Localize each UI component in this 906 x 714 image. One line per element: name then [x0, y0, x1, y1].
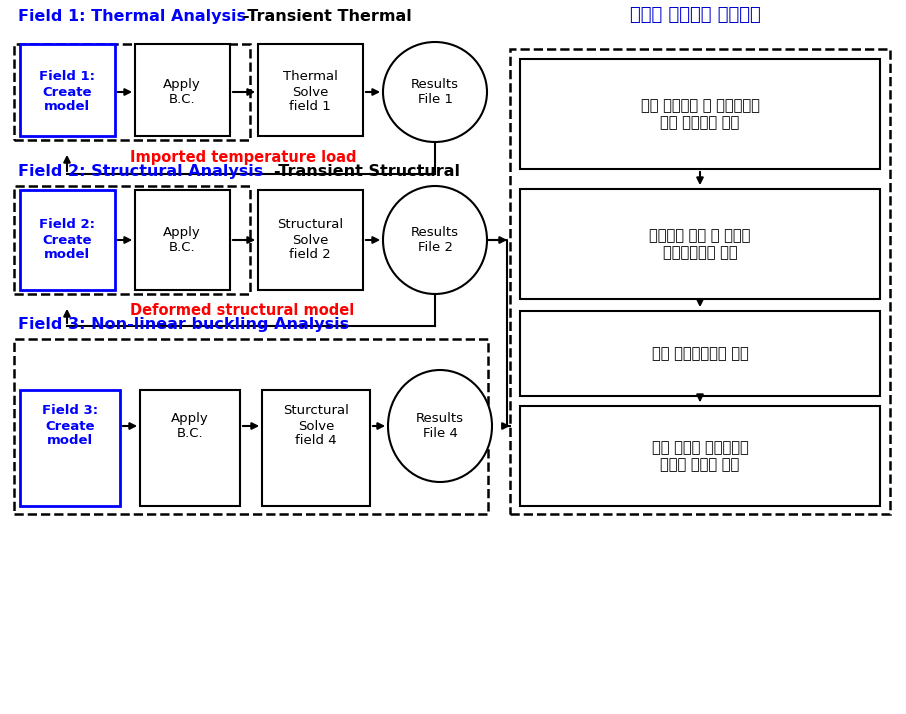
Bar [14, 186, 250, 294]
Bar [20, 190, 115, 290]
Bar [258, 190, 363, 290]
Bar [14, 44, 250, 140]
Text: Deformed structural model: Deformed structural model [130, 303, 354, 318]
Text: 비선형 좌굴해석 프로세스: 비선형 좌굴해석 프로세스 [630, 6, 760, 24]
Text: Results
File 1: Results File 1 [411, 78, 459, 106]
Text: Field 2: Structural Analysis: Field 2: Structural Analysis [18, 164, 264, 179]
Bar [262, 390, 370, 506]
Bar [520, 311, 880, 396]
Text: 전체 강성행렬 및 좌굴해석을
위한 하중행렬 구성: 전체 강성행렬 및 좌굴해석을 위한 하중행렬 구성 [641, 98, 759, 130]
Text: 전체 기하강성행렬 구성: 전체 기하강성행렬 구성 [651, 346, 748, 361]
Bar [20, 44, 115, 136]
Text: Field 1:
Create
model: Field 1: Create model [39, 71, 95, 114]
Text: Apply
B.C.: Apply B.C. [171, 412, 209, 440]
Text: 정적해석 수행 및 요소별
기하강성행렬 구성: 정적해석 수행 및 요소별 기하강성행렬 구성 [650, 228, 751, 260]
Text: Thermal
Solve
field 1: Thermal Solve field 1 [283, 71, 337, 114]
Text: Results
File 4: Results File 4 [416, 412, 464, 440]
Bar [14, 339, 488, 514]
Bar [140, 390, 240, 506]
Bar [258, 44, 363, 136]
Ellipse shape [388, 370, 492, 482]
Text: Field 2:
Create
model: Field 2: Create model [39, 218, 95, 261]
Bar [520, 189, 880, 299]
Bar [510, 49, 890, 514]
Text: -Transient Structural: -Transient Structural [274, 164, 460, 179]
Bar [20, 390, 120, 506]
Text: Structural
Solve
field 2: Structural Solve field 2 [277, 218, 343, 261]
Text: 전체 강성과 기하강성을
이용한 고유치 해석: 전체 강성과 기하강성을 이용한 고유치 해석 [651, 440, 748, 472]
Text: Apply
B.C.: Apply B.C. [163, 226, 201, 254]
Ellipse shape [383, 186, 487, 294]
Text: -Transient Thermal: -Transient Thermal [243, 9, 411, 24]
Text: Results
File 2: Results File 2 [411, 226, 459, 254]
Ellipse shape [383, 42, 487, 142]
Bar [520, 59, 880, 169]
Text: Sturctural
Solve
field 4: Sturctural Solve field 4 [283, 405, 349, 448]
Text: Field 3:
Create
model: Field 3: Create model [42, 405, 98, 448]
Text: Field 1: Thermal Analysis: Field 1: Thermal Analysis [18, 9, 246, 24]
Bar [135, 44, 230, 136]
Text: Apply
B.C.: Apply B.C. [163, 78, 201, 106]
Text: Field 3: Non-linear buckling Analysis: Field 3: Non-linear buckling Analysis [18, 317, 349, 332]
Bar [135, 190, 230, 290]
Text: Imported temperature load: Imported temperature load [130, 150, 356, 165]
Bar [520, 406, 880, 506]
